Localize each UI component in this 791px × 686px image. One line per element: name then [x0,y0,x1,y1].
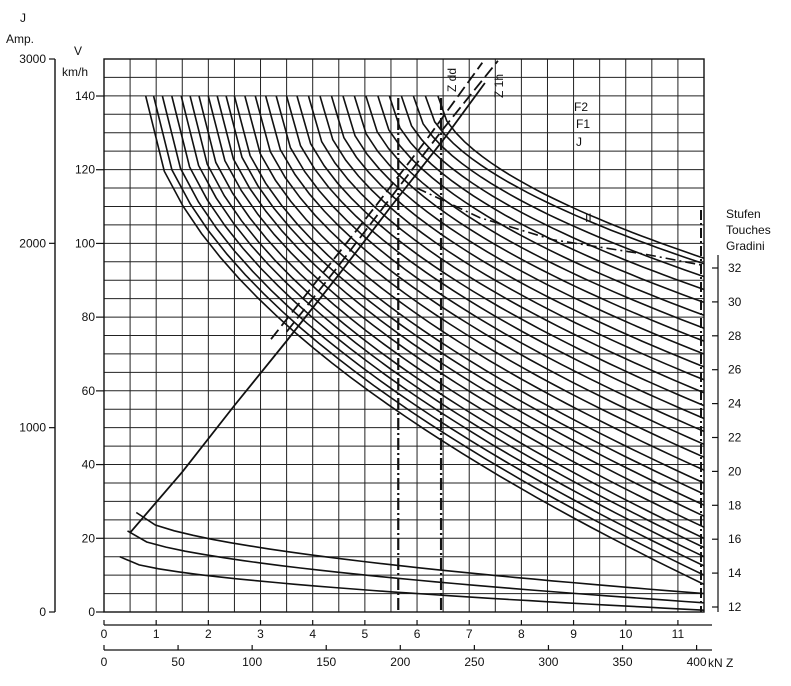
speed-tick-label: 120 [75,163,95,177]
notch-curve-22 [319,95,705,381]
lower-bottom-tick-label: 100 [242,655,262,669]
notch-curve-1 [119,555,705,611]
label-f2: F2 [574,100,588,114]
upper-bottom-tick-label: 4 [309,627,316,641]
force-curve-f2 [270,62,484,340]
plot-frame [103,58,705,613]
notch-curve-6 [161,95,705,567]
speed-tick-label: 80 [82,310,96,324]
label-zdd: Z dd [445,68,459,92]
speed-tick-label: 0 [88,605,95,619]
notch-curve-9 [189,95,705,540]
notch-tick-label: 32 [728,261,742,275]
lower-bottom-tick-label: 50 [171,655,185,669]
current-axis-unit-j: J [20,11,26,25]
lower-bottom-tick-label: 300 [538,655,558,669]
notch-curve-20 [296,95,705,407]
notch-curve-30 [412,95,705,278]
notch-tick-label: 26 [728,363,742,377]
notch-curve-23 [330,95,705,368]
speed-tick-label: 100 [75,236,95,250]
notch-tick-label: 16 [728,532,742,546]
grid [103,58,705,613]
notch-tick-label: 30 [728,295,742,309]
label-f1: F1 [576,117,590,131]
force-curve-f1 [285,60,499,333]
notch-tick-label: 28 [728,329,742,343]
upper-bottom-tick-label: 3 [257,627,264,641]
speed-tick-label: 140 [75,89,95,103]
notch-tick-label: 14 [728,566,742,580]
lower-bottom-tick-label: 350 [613,655,633,669]
notch-curve-17 [264,95,705,446]
current-curve-j [129,82,486,534]
label-ii: II [585,211,592,225]
current-tick-label: 3000 [19,52,46,66]
notch-curve-3 [135,511,705,595]
upper-bottom-tick-label: 9 [570,627,577,641]
current-axis-unit-amp: Amp. [6,32,34,46]
lower-bottom-tick-label: 200 [390,655,410,669]
notch-curve-12 [216,95,705,506]
notch-tick-label: 20 [728,464,742,478]
notch-curve-27 [377,95,705,317]
upper-bottom-tick-label: 10 [619,627,633,641]
upper-bottom-tick-label: 8 [518,627,525,641]
upper-bottom-tick-label: 6 [414,627,421,641]
notch-tick-label: 22 [728,431,742,445]
upper-bottom-tick-label: 2 [205,627,212,641]
notch-curve-32 [437,95,705,259]
notch-curve-11 [207,95,705,517]
notch-curve-10 [198,95,705,528]
notch-curve-14 [233,95,705,484]
notch-curve-21 [307,95,705,394]
notch-axis-title-touches: Touches [726,223,771,237]
notch-curves [119,95,705,611]
notch-curve-4 [144,95,705,586]
notch-axis-title-gradini: Gradini [726,239,765,253]
lower-bottom-tick-label: 150 [316,655,336,669]
speed-tick-label: 60 [82,384,96,398]
upper-bottom-tick-label: 1 [153,627,160,641]
upper-bottom-tick-label: 7 [466,627,473,641]
notch-curve-8 [180,95,705,549]
notch-curve-5 [152,95,705,576]
speed-tick-label: 40 [82,458,96,472]
notch-curve-19 [285,95,705,420]
notch-curve-16 [254,95,705,458]
current-tick-label: 0 [39,605,46,619]
speed-axis-unit-kmh: km/h [62,65,88,79]
bottom-axis-unit-knz: kN Z [708,656,733,670]
notch-curve-26 [365,95,705,329]
notch-curve-2 [127,530,705,604]
notch-tick-label: 12 [728,600,742,614]
speed-axis-unit-v: V [74,44,82,58]
notch-tick-label: 18 [728,498,742,512]
notch-axis-title-stufen: Stufen [726,207,761,221]
lower-bottom-tick-label: 400 [687,655,707,669]
current-tick-label: 2000 [19,236,46,250]
upper-bottom-tick-label: 5 [362,627,369,641]
current-tick-label: 1000 [19,421,46,435]
upper-bottom-tick-label: 11 [672,627,685,641]
notch-curve-29 [400,95,705,291]
special-curves [129,60,705,612]
notch-curve-13 [225,95,705,495]
lower-bottom-tick-label: 250 [464,655,484,669]
notch-curve-18 [275,95,705,433]
notch-curve-15 [244,95,705,471]
notch-curve-31 [424,95,705,265]
upper-bottom-tick-label: 0 [101,627,108,641]
notch-tick-label: 24 [728,397,742,411]
notch-curve-7 [171,95,705,558]
label-j: J [576,135,582,149]
lower-bottom-tick-label: 0 [101,655,108,669]
notch-curve-25 [353,95,705,342]
speed-tick-label: 20 [82,531,96,545]
label-z1h: Z 1h [492,74,506,98]
envelope-curve-ii [416,187,705,267]
